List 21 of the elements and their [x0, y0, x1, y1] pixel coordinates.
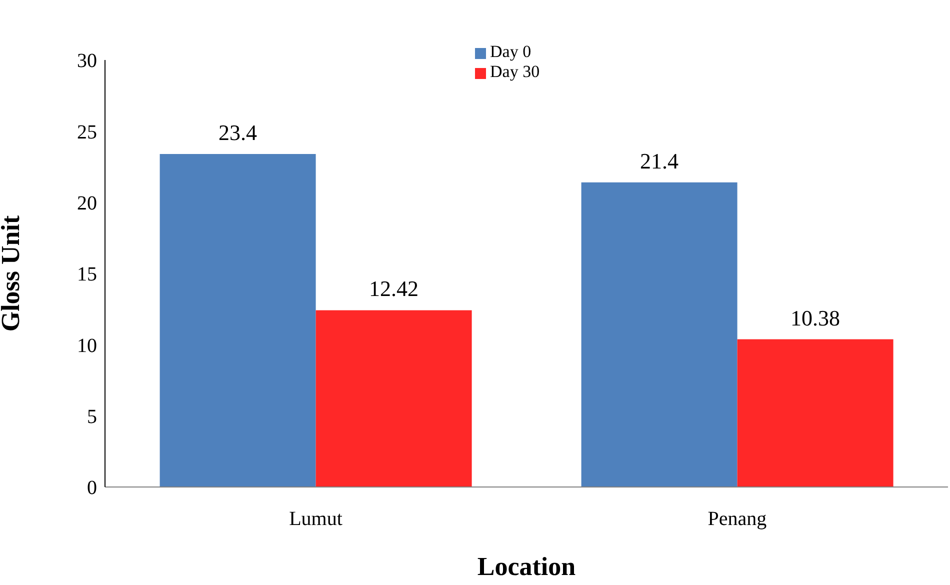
- bar: [737, 339, 894, 487]
- data-label: 23.4: [218, 120, 258, 145]
- legend-label: Day 30: [490, 62, 540, 81]
- bar: [160, 154, 316, 487]
- y-axis-title: Gloss Unit: [0, 215, 26, 332]
- bar: [581, 182, 738, 487]
- y-tick-label: 25: [77, 121, 97, 144]
- y-tick-label: 10: [77, 334, 97, 357]
- y-tick-label: 5: [87, 406, 97, 428]
- bar: [316, 310, 472, 487]
- legend-label: Day 0: [490, 42, 532, 61]
- x-tick-label: Penang: [708, 508, 767, 530]
- x-axis-title: Location: [477, 552, 576, 581]
- y-tick-label: 15: [77, 264, 97, 286]
- data-label: 21.4: [640, 148, 679, 174]
- x-tick-label: Lumut: [289, 508, 343, 530]
- y-tick-label: 20: [77, 192, 97, 214]
- data-label: 10.38: [790, 305, 840, 330]
- y-tick-label: 0: [87, 477, 97, 500]
- y-tick-label: 30: [77, 50, 97, 72]
- data-label: 12.42: [369, 276, 419, 302]
